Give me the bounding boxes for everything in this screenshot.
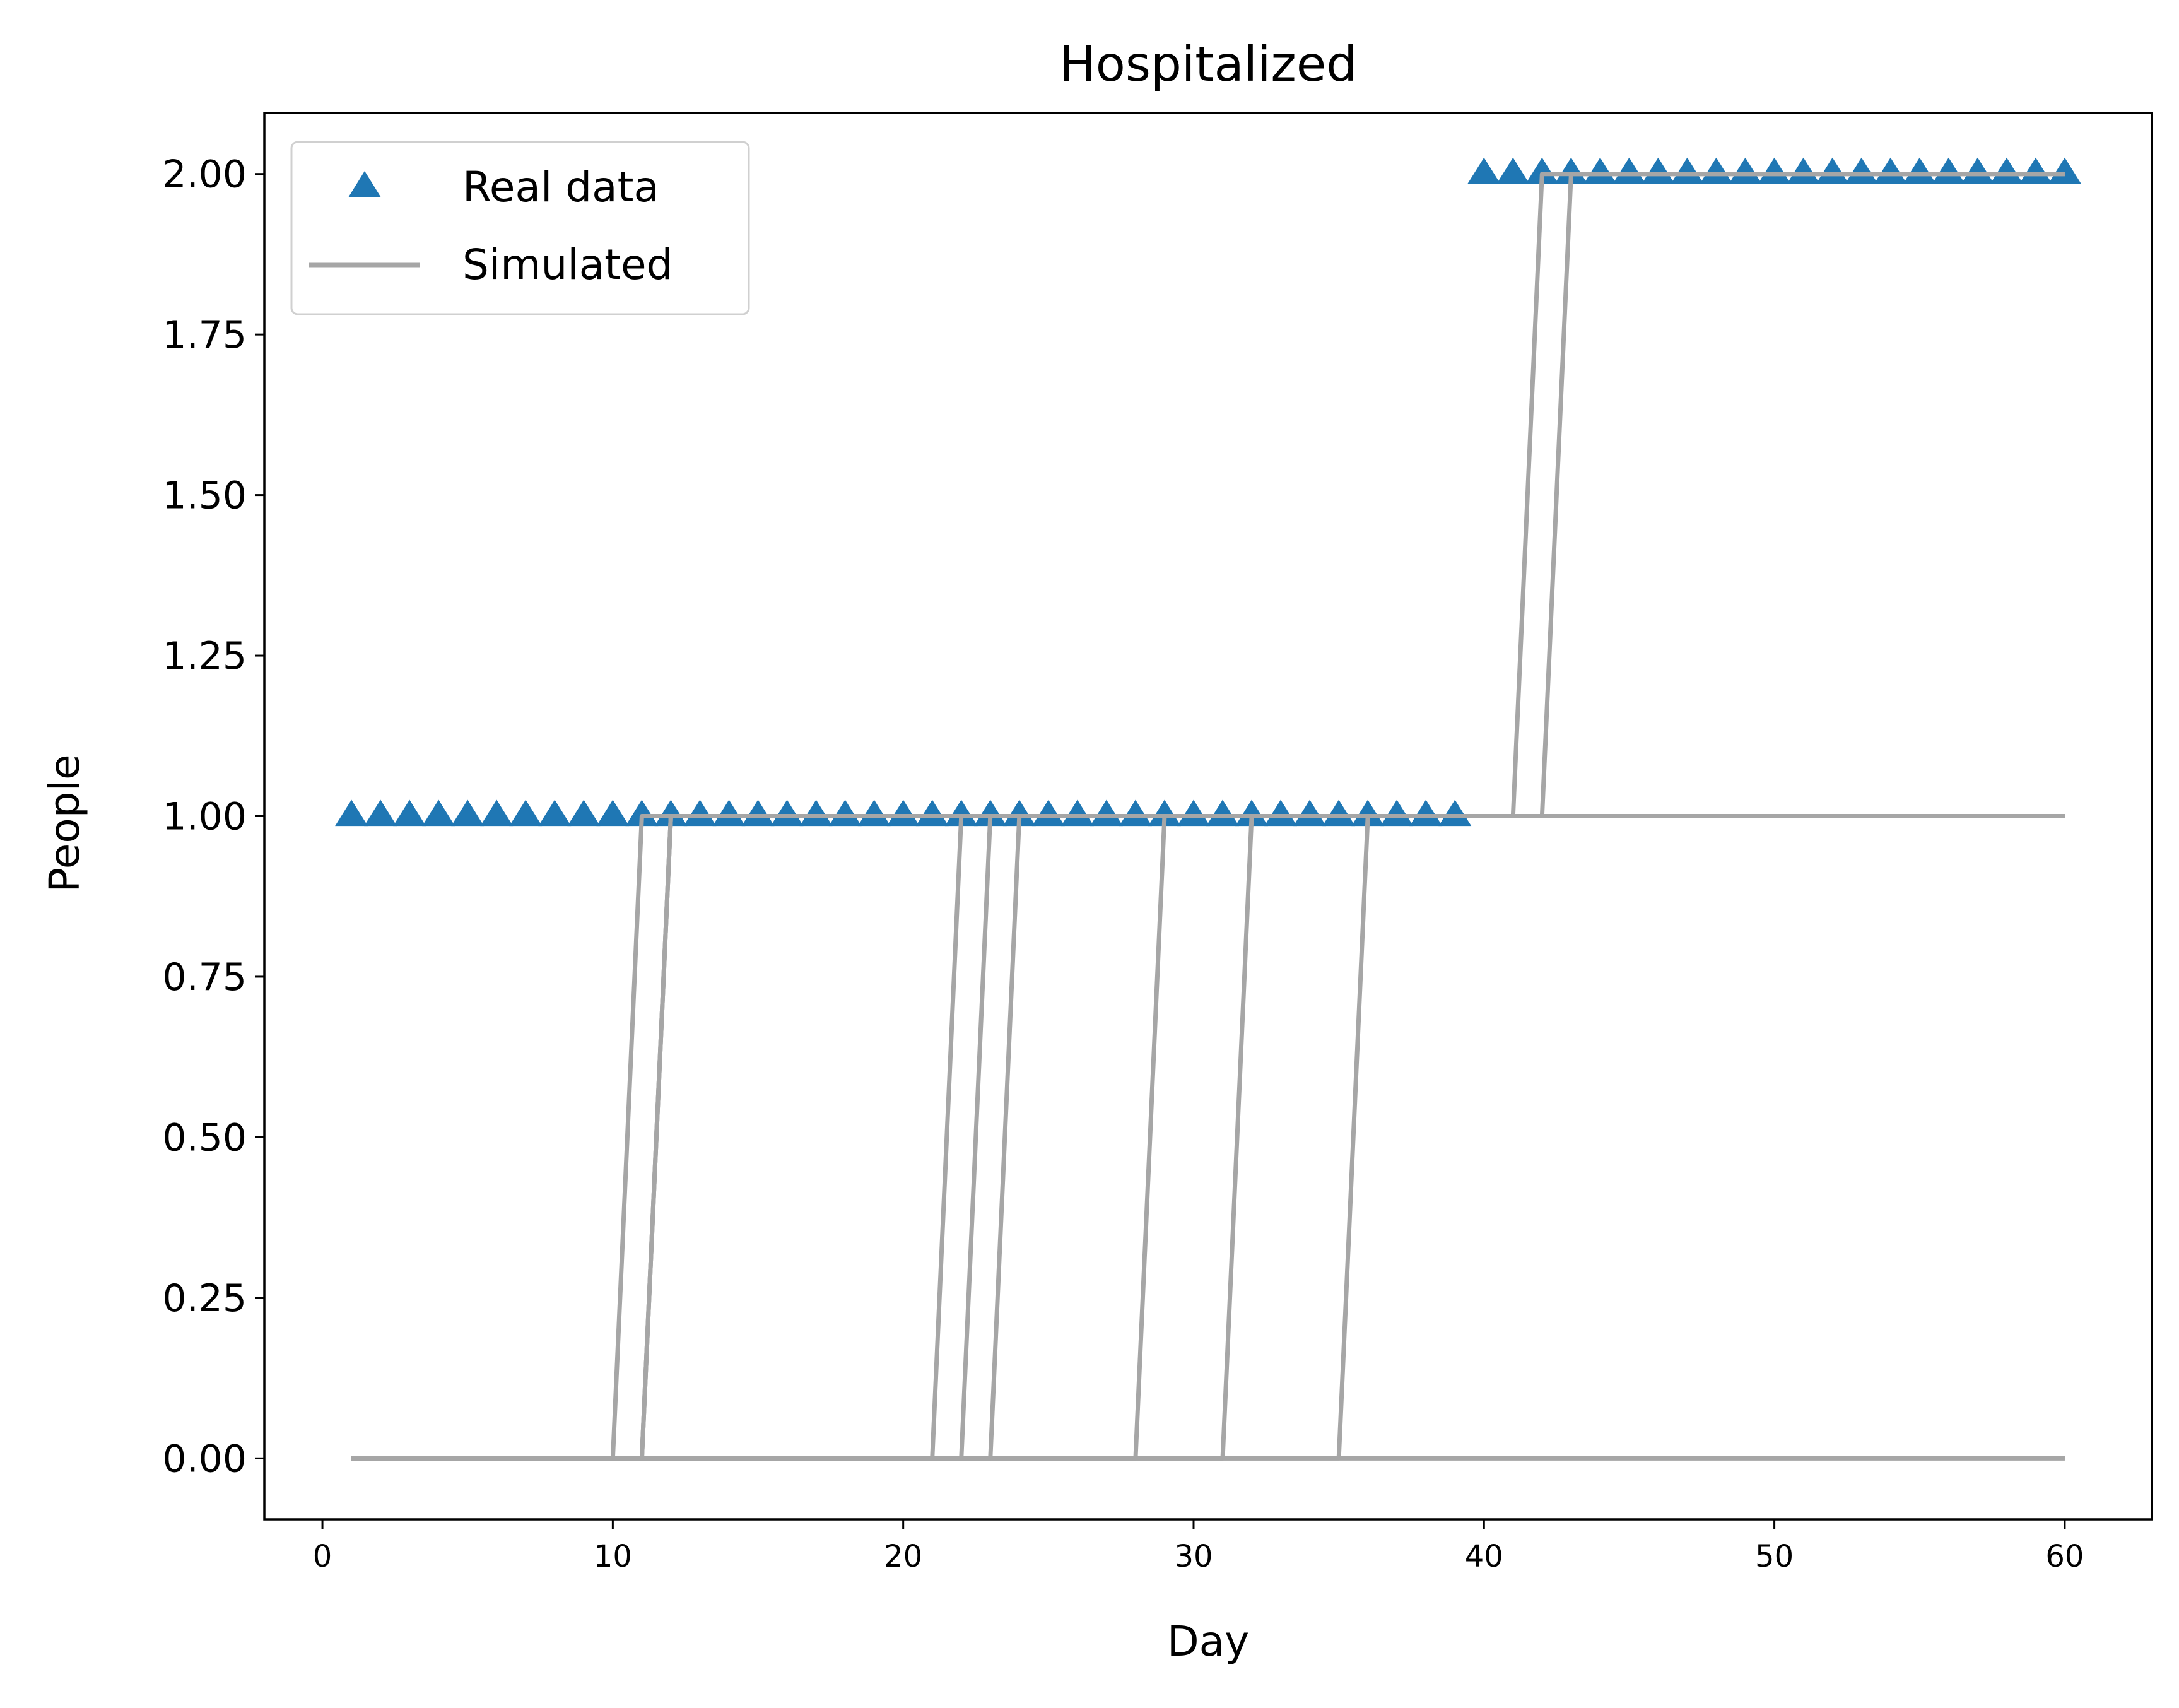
legend: Real data Simulated: [290, 141, 750, 315]
real-data-point: [1293, 799, 1327, 827]
real-data-point: [567, 799, 601, 827]
y-tick-label: 0.75: [162, 955, 247, 999]
real-data-point: [799, 799, 833, 827]
real-data-point: [1932, 157, 1965, 184]
plot-area: [335, 157, 2081, 1461]
real-data-point: [2048, 157, 2081, 184]
real-data-point: [1612, 157, 1646, 184]
legend-label-simulated: Simulated: [462, 240, 673, 289]
real-data-point: [973, 799, 1007, 827]
real-data-point: [1729, 157, 1762, 184]
real-data-point: [1467, 157, 1501, 184]
real-data-point: [1264, 799, 1298, 827]
real-data-point: [625, 799, 659, 827]
real-data-point: [1351, 799, 1385, 827]
x-tick-label: 40: [1465, 1539, 1503, 1574]
real-data-point: [1119, 799, 1152, 827]
y-tick-label: 1.25: [162, 634, 247, 678]
real-data-point: [1148, 799, 1181, 827]
real-data-point: [857, 799, 891, 827]
real-data-point: [1380, 799, 1414, 827]
real-data-point: [451, 799, 485, 827]
real-data-point: [1235, 799, 1269, 827]
real-data-point: [509, 799, 543, 827]
real-data-point: [741, 799, 775, 827]
real-data-point: [1903, 157, 1936, 184]
real-data-point: [2019, 157, 2052, 184]
real-data-point: [1700, 157, 1733, 184]
real-data-point: [683, 799, 717, 827]
real-data-point: [1206, 799, 1240, 827]
real-data-point: [1090, 799, 1123, 827]
real-data-point: [1177, 799, 1210, 827]
real-data-point: [422, 799, 455, 827]
y-tick-label: 1.50: [162, 474, 247, 518]
y-tick-label: 0.25: [162, 1276, 247, 1321]
real-data-point: [596, 799, 630, 827]
real-data-point: [1758, 157, 1791, 184]
real-data-point: [1438, 799, 1472, 827]
real-data-point: [1496, 157, 1530, 184]
real-data-point: [1031, 799, 1065, 827]
x-tick-label: 50: [1755, 1539, 1794, 1574]
real-data-point: [1002, 799, 1036, 827]
x-tick-label: 30: [1174, 1539, 1213, 1574]
real-data-point: [654, 799, 688, 827]
real-data-point: [480, 799, 514, 827]
real-data-point: [770, 799, 804, 827]
x-tick-label: 20: [884, 1539, 922, 1574]
y-axis-label: People: [40, 754, 89, 892]
real-data-point: [712, 799, 746, 827]
y-tick-label: 1.00: [162, 795, 247, 839]
real-data-point: [1525, 157, 1559, 184]
legend-label-real-data: Real data: [462, 163, 659, 211]
real-data-point: [1990, 157, 2023, 184]
real-data-point: [944, 799, 978, 827]
real-data-point: [1409, 799, 1443, 827]
x-axis-label: Day: [1167, 1617, 1249, 1666]
axes: 0 10 20 30 40 50 60 0.00 0.25 0.50 0.75 1.00 1.25 1.5…: [162, 112, 2153, 1574]
real-data-point: [1060, 799, 1094, 827]
real-data-point: [1642, 157, 1675, 184]
real-data-point: [1816, 157, 1849, 184]
x-tick-label: 0: [313, 1539, 332, 1574]
y-tick-label: 0.50: [162, 1116, 247, 1160]
real-data-point: [1322, 799, 1356, 827]
real-data-point: [1671, 157, 1704, 184]
real-data-point: [886, 799, 920, 827]
y-tick-label: 2.00: [162, 153, 247, 197]
x-tick-label: 10: [594, 1539, 632, 1574]
real-data-point: [364, 799, 397, 827]
legend-marker-real-data: [348, 171, 381, 197]
chart-title: Hospitalized: [1059, 37, 1357, 93]
real-data-point: [335, 799, 368, 827]
y-tick-label: 0.00: [162, 1437, 247, 1481]
y-tick-label: 1.75: [162, 313, 247, 357]
real-data-point: [828, 799, 862, 827]
x-tick-label: 60: [2045, 1539, 2084, 1574]
legend-box: [290, 141, 750, 315]
real-data-point: [1874, 157, 1907, 184]
real-data-point: [1787, 157, 1820, 184]
real-data-point: [538, 799, 572, 827]
real-data-point: [393, 799, 426, 827]
real-data-point: [1583, 157, 1617, 184]
real-data-point: [915, 799, 949, 827]
real-data-point: [1961, 157, 1994, 184]
real-data-point: [1845, 157, 1878, 184]
real-data-point: [1554, 157, 1588, 184]
